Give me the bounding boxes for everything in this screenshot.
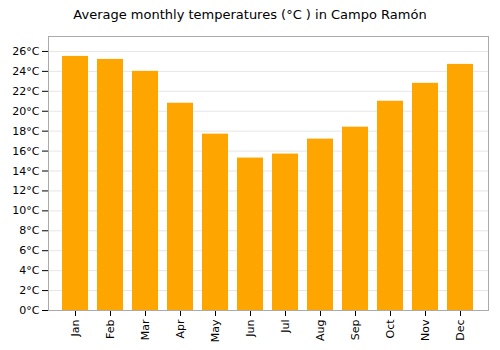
svg-text:Jul: Jul	[279, 320, 292, 334]
svg-text:4°C: 4°C	[19, 264, 39, 277]
svg-text:Jun: Jun	[244, 319, 257, 337]
svg-text:16°C: 16°C	[12, 145, 39, 158]
svg-text:8°C: 8°C	[19, 224, 39, 237]
svg-text:10°C: 10°C	[12, 204, 39, 217]
svg-text:26°C: 26°C	[12, 45, 39, 58]
svg-text:6°C: 6°C	[19, 244, 39, 257]
svg-text:20°C: 20°C	[12, 105, 39, 118]
svg-text:0°C: 0°C	[19, 304, 39, 317]
html-text:Average monthly temperatures (: Average monthly temperatures (°C ) in Ca…	[73, 7, 427, 22]
svg-text:May: May	[209, 319, 222, 342]
svg-text:Mar: Mar	[139, 319, 152, 340]
svg-text:14°C: 14°C	[12, 165, 39, 178]
svg-text:Jan: Jan	[69, 319, 82, 337]
svg-text:24°C: 24°C	[12, 65, 39, 78]
svg-text:Sep: Sep	[349, 319, 362, 340]
svg-text:18°C: 18°C	[12, 125, 39, 138]
svg-text:Oct: Oct	[384, 319, 397, 339]
svg-text:Aug: Aug	[314, 320, 327, 341]
svg-text:22°C: 22°C	[12, 85, 39, 98]
svg-text:Apr: Apr	[174, 319, 187, 339]
svg-text:12°C: 12°C	[12, 184, 39, 197]
svg-text:Nov: Nov	[419, 319, 432, 341]
svg-text:Dec: Dec	[454, 320, 467, 341]
svg-text:Feb: Feb	[104, 319, 117, 338]
svg-text:2°C: 2°C	[19, 284, 39, 297]
